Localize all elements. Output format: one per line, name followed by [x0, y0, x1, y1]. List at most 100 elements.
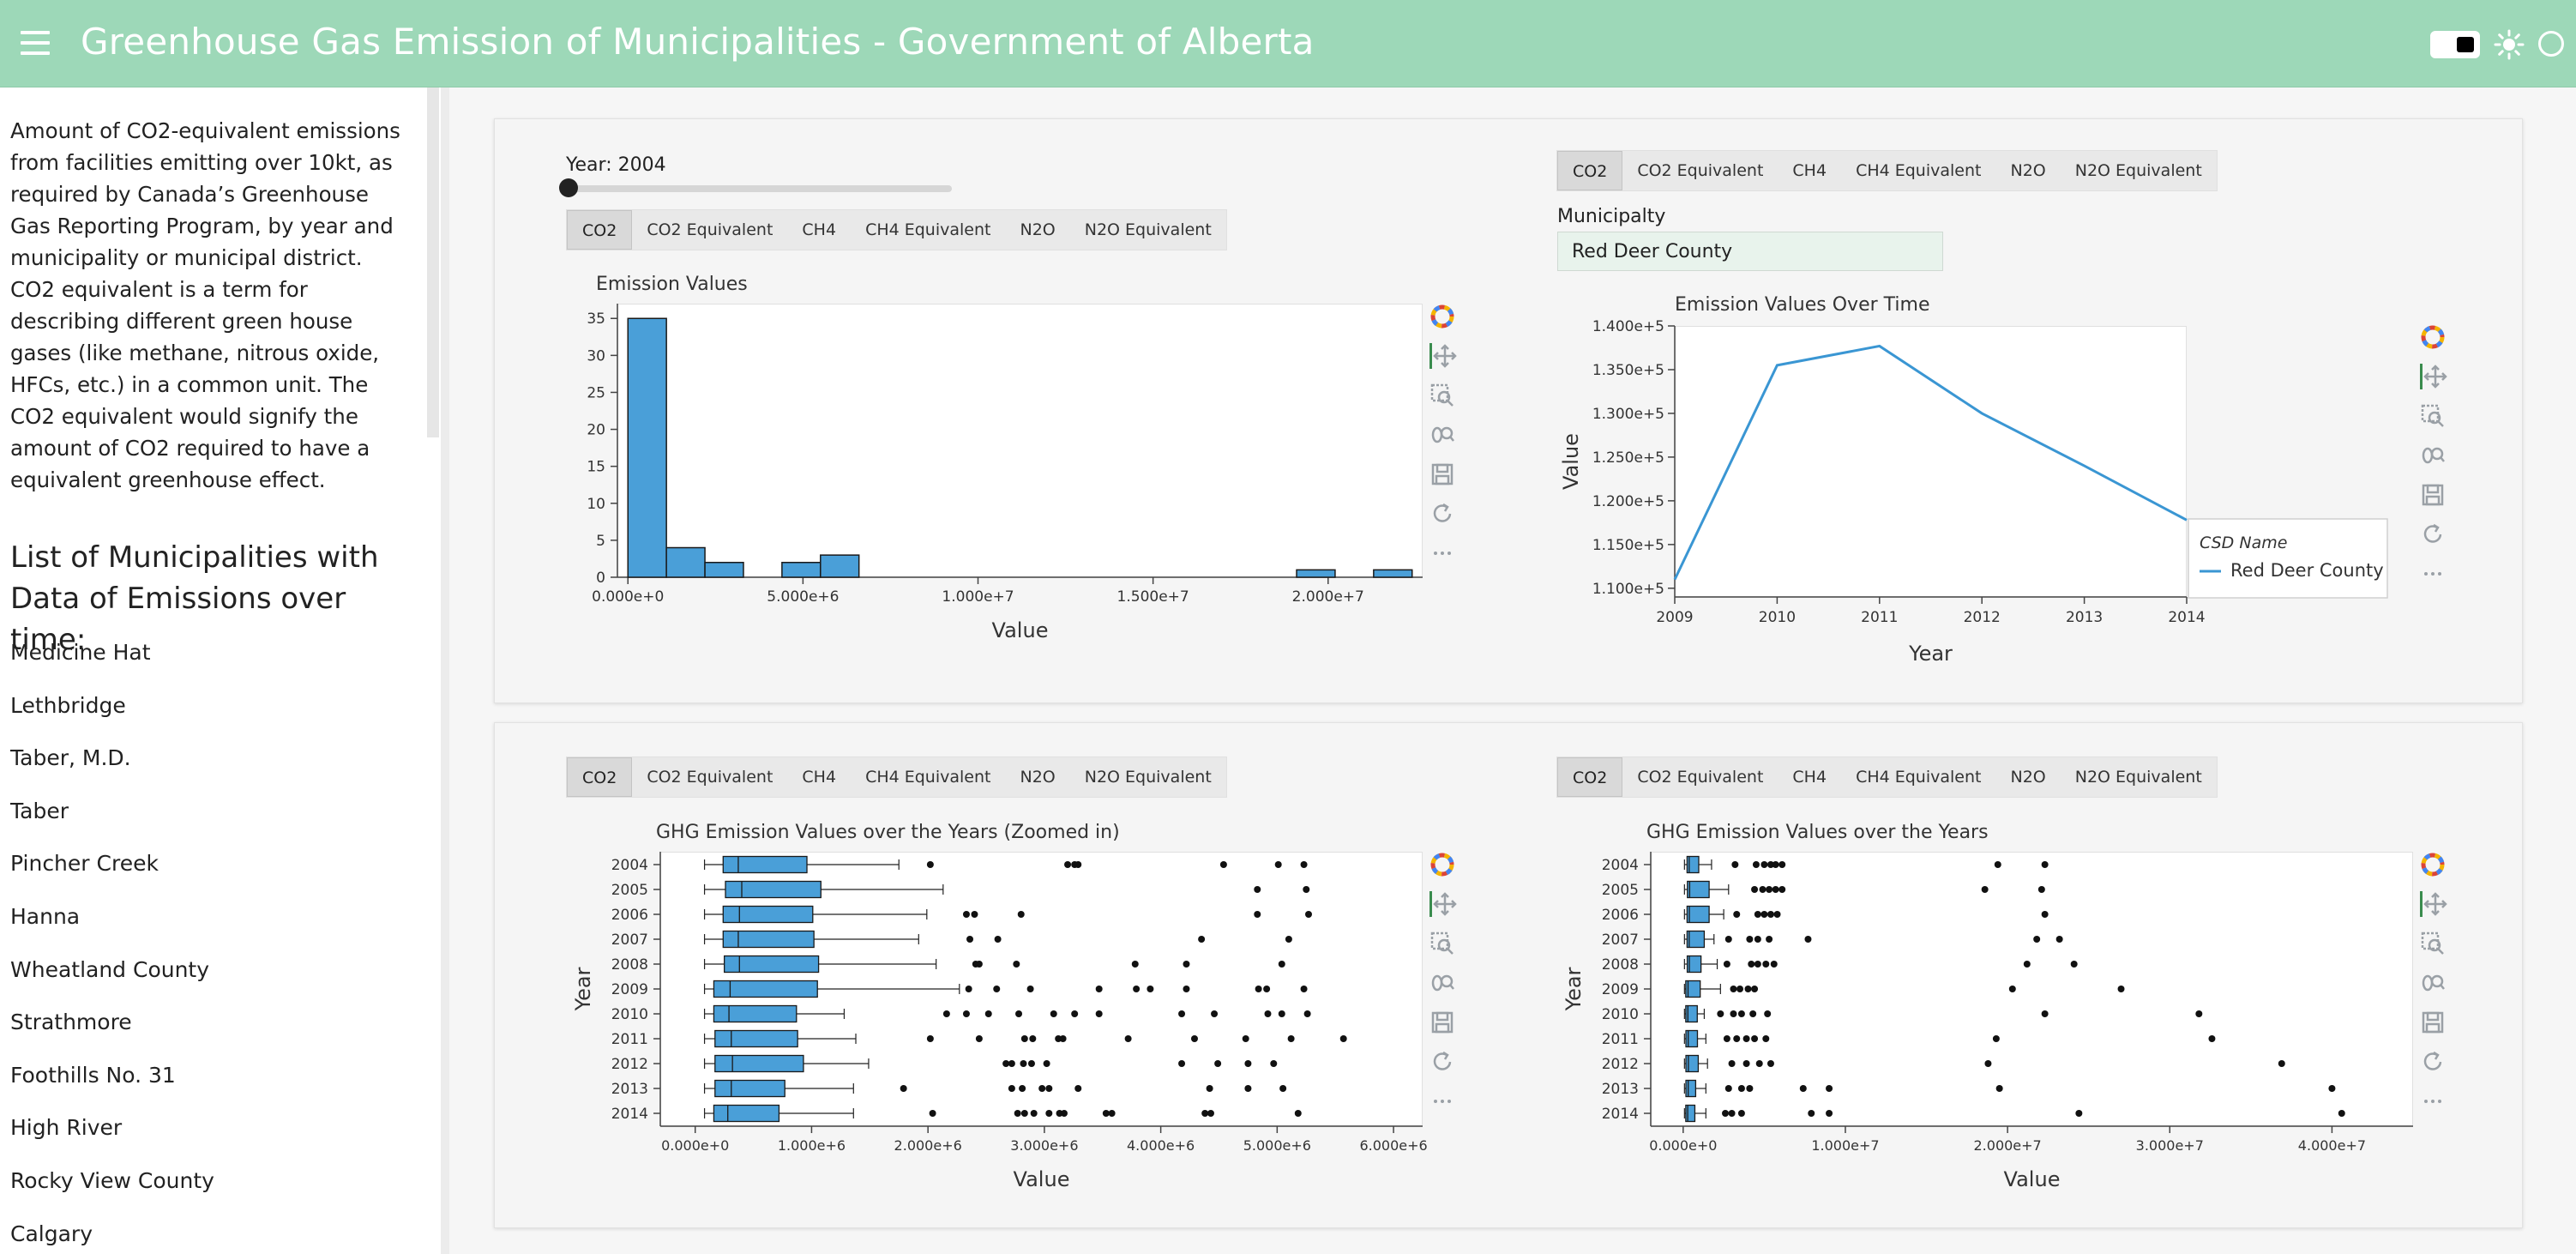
outlier-point	[1984, 1060, 1992, 1067]
bokeh-logo-icon[interactable]	[2420, 852, 2446, 877]
save-icon[interactable]	[2420, 482, 2446, 508]
outlier-point	[1294, 1110, 1302, 1117]
wheel-zoom-icon[interactable]	[2420, 970, 2446, 996]
more-icon[interactable]	[2420, 1088, 2446, 1114]
tab-ch4[interactable]: CH4	[802, 768, 837, 787]
outlier-point	[1728, 1110, 1736, 1117]
outlier-point	[1147, 986, 1154, 992]
x-tick-label: 2014	[2168, 609, 2205, 626]
tab-ch4[interactable]: CH4	[802, 220, 837, 239]
tab-ch4-equivalent[interactable]: CH4 Equivalent	[865, 220, 991, 239]
municipality-list-item[interactable]: Strathmore	[10, 1010, 132, 1035]
tab-n2o[interactable]: N2O	[1020, 220, 1056, 239]
box-zoom-icon[interactable]	[2420, 403, 2446, 429]
outlier-point	[1074, 861, 1082, 868]
tab-n2o-equivalent[interactable]: N2O Equivalent	[1084, 220, 1212, 239]
municipality-list-item[interactable]: Calgary	[10, 1221, 93, 1246]
outlier-point	[2033, 936, 2041, 943]
municipality-list-item[interactable]: Foothills No. 31	[10, 1062, 176, 1088]
outlier-point	[2328, 1085, 2336, 1092]
outlier-point	[1736, 986, 1744, 992]
tab-n2o-equivalent[interactable]: N2O Equivalent	[2074, 161, 2202, 180]
outlier-point	[1737, 1010, 1745, 1017]
box-zoom-icon[interactable]	[1429, 931, 1455, 956]
outlier-point	[1742, 1035, 1750, 1042]
box	[1685, 1004, 1698, 1023]
box	[725, 880, 822, 899]
theme-toggle-switch[interactable]	[2430, 31, 2480, 58]
tab-ch4[interactable]: CH4	[1792, 161, 1827, 180]
y-tick-label: 25	[587, 384, 605, 401]
outlier-point	[1759, 886, 1766, 893]
tab-co2-equivalent[interactable]: CO2 Equivalent	[647, 220, 773, 239]
y-tick-label: 2004	[611, 857, 648, 874]
municipality-list-item[interactable]: Wheatland County	[10, 956, 210, 982]
tab-co2[interactable]: CO2	[567, 210, 633, 250]
tab-co2[interactable]: CO2	[567, 757, 633, 797]
outlier-point	[929, 1110, 936, 1117]
tab-n2o[interactable]: N2O	[2010, 161, 2046, 180]
pan-icon[interactable]	[1429, 343, 1457, 369]
bokeh-logo-icon[interactable]	[1429, 852, 1455, 877]
tab-n2o[interactable]: N2O	[1020, 768, 1056, 787]
municipality-list-item[interactable]: Rocky View County	[10, 1168, 214, 1193]
tab-ch4-equivalent[interactable]: CH4 Equivalent	[1856, 768, 1982, 787]
municipality-list-item[interactable]: Taber, M.D.	[10, 745, 131, 771]
wheel-zoom-icon[interactable]	[1429, 970, 1455, 996]
municipality-list-item[interactable]: Lethbridge	[10, 692, 126, 718]
pan-icon[interactable]	[2420, 364, 2447, 389]
tab-co2-equivalent[interactable]: CO2 Equivalent	[1637, 768, 1764, 787]
outlier-point	[1045, 1110, 1053, 1117]
tab-n2o-equivalent[interactable]: N2O Equivalent	[1084, 768, 1212, 787]
more-icon[interactable]	[2420, 561, 2446, 587]
sidebar-scrollbar[interactable]	[427, 87, 439, 437]
bokeh-logo-icon[interactable]	[2420, 324, 2446, 350]
outlier-point	[942, 1010, 950, 1017]
tab-co2-equivalent[interactable]: CO2 Equivalent	[647, 768, 773, 787]
reset-icon[interactable]	[1429, 1049, 1455, 1075]
municipality-list-item[interactable]: Medicine Hat	[10, 640, 151, 665]
box-zoom-icon[interactable]	[1429, 383, 1455, 408]
hamburger-menu-icon[interactable]	[21, 31, 50, 57]
tab-co2[interactable]: CO2	[1557, 151, 1623, 190]
tab-co2[interactable]: CO2	[1557, 757, 1623, 797]
reset-icon[interactable]	[2420, 1049, 2446, 1075]
tab-n2o-equivalent[interactable]: N2O Equivalent	[2074, 768, 2202, 787]
box-zoom-icon[interactable]	[2420, 931, 2446, 956]
pan-icon[interactable]	[2420, 891, 2447, 917]
tab-co2-equivalent[interactable]: CO2 Equivalent	[1637, 161, 1764, 180]
tab-ch4-equivalent[interactable]: CH4 Equivalent	[1856, 161, 1982, 180]
municipality-list-item[interactable]: Hanna	[10, 904, 81, 929]
outlier-point	[2023, 961, 2031, 968]
more-icon[interactable]	[1429, 540, 1455, 566]
year-slider-handle[interactable]	[559, 178, 578, 197]
municipality-list-item[interactable]: High River	[10, 1115, 123, 1141]
reset-icon[interactable]	[1429, 501, 1455, 527]
save-icon[interactable]	[1429, 461, 1455, 487]
histogram-bar	[665, 546, 706, 578]
reset-icon[interactable]	[2420, 521, 2446, 547]
tab-ch4[interactable]: CH4	[1792, 768, 1827, 787]
municipality-list-item[interactable]: Taber	[10, 798, 69, 823]
bokeh-logo-icon[interactable]	[1429, 304, 1455, 329]
outlier-point	[1050, 1010, 1057, 1017]
sun-icon[interactable]	[2494, 29, 2525, 60]
outlier-point	[1020, 1060, 1027, 1067]
save-icon[interactable]	[1429, 1010, 1455, 1035]
tab-ch4-equivalent[interactable]: CH4 Equivalent	[865, 768, 991, 787]
municipality-input[interactable]	[1557, 232, 1943, 271]
box	[1686, 930, 1706, 949]
pan-icon[interactable]	[1429, 891, 1457, 917]
wheel-zoom-icon[interactable]	[1429, 422, 1455, 448]
more-icon[interactable]	[1429, 1088, 1455, 1114]
municipality-list-item[interactable]: Pincher Creek	[10, 851, 159, 877]
outlier-point	[1749, 1010, 1757, 1017]
year-slider-track[interactable]	[566, 185, 952, 192]
save-icon[interactable]	[2420, 1010, 2446, 1035]
tab-n2o[interactable]: N2O	[2010, 768, 2046, 787]
wheel-zoom-icon[interactable]	[2420, 443, 2446, 468]
outlier-point	[1244, 1085, 1252, 1092]
x-tick-label: 1.000e+7	[1811, 1137, 1879, 1154]
outlier-point	[1264, 1010, 1272, 1017]
outlier-point	[1723, 961, 1730, 968]
